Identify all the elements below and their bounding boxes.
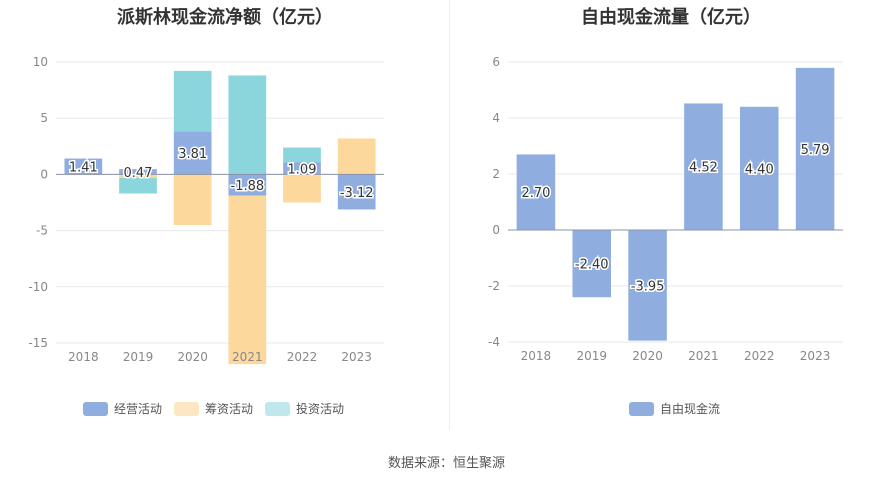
chart1-data-label: -1.88 [231,179,265,194]
chart1-bar-0-0 [64,158,103,175]
legend-item-operating[interactable]: 经营活动 [83,400,162,417]
chart1-bar-1-3 [228,195,267,365]
chart1-xtick-label: 2021 [232,350,263,364]
chart1-ytick-label: 10 [33,55,48,69]
chart2-data-label: 4.40 [745,162,774,177]
chart2-ytick-label: 2 [492,167,500,181]
chart1-title: 派斯林现金流净额（亿元） [117,7,333,28]
chart2-bar-0-3 [684,103,723,230]
chart1-plot: 10 5 0 -5 -10 -15 2018 2019 2020 2021 2022 2023 1.41… [28,55,384,365]
chart2-data-label: -3.95 [631,279,665,294]
chart1-bar-0-1 [119,169,157,175]
chart2-xtick-label: 2021 [688,349,719,363]
legend-label: 投资活动 [296,402,345,416]
chart1-xtick-label: 2022 [287,350,318,364]
chart1-bar-1-4 [283,174,321,203]
chart1-xtick-label: 2018 [68,350,99,364]
chart2-bar-0-1 [572,230,612,298]
chart1-bar-2-2 [173,70,212,132]
legend-swatch [265,401,291,416]
chart1-data-label: 1.41 [69,160,98,175]
chart1-ytick-label: -5 [36,224,48,238]
chart2-bar-0-4 [739,106,779,230]
chart2-title: 自由现金流量（亿元） [581,7,761,28]
chart1-bar-1-5 [337,138,376,175]
legend-label: 经营活动 [114,402,163,416]
chart1-xtick-label: 2023 [341,350,372,364]
chart1-bar-1-2 [173,174,212,225]
chart1-xtick-label: 2019 [123,350,154,364]
chart2-data-label: 5.79 [801,143,830,158]
chart2-legend: 自由现金流 [629,400,732,417]
chart1-ytick-label: -10 [28,280,48,294]
chart2-data-label: 2.70 [521,186,550,201]
source-note: 数据来源：恒生聚源 [387,456,505,471]
legend-item-investing[interactable]: 投资活动 [265,400,344,417]
chart1-bar-2-4 [283,147,321,163]
chart1-ytick-label: 0 [40,167,48,181]
chart1-bar-0-3 [228,174,267,196]
chart2-bar-0-0 [516,154,556,230]
chart1-bar-1-1 [119,174,157,178]
chart2-xtick-label: 2018 [521,349,552,363]
chart2-xtick-label: 2020 [632,349,663,363]
chart2-ytick-label: -2 [488,279,500,293]
chart2-xtick-label: 2019 [576,349,607,363]
chart1-bar-2-1 [119,177,157,194]
chart2-data-label: 4.52 [689,161,718,176]
chart1-bar-2-3 [228,75,267,175]
chart2-xtick-label: 2022 [744,349,775,363]
chart2-xtick-label: 2023 [800,349,831,363]
chart1-bar-0-4 [283,162,321,175]
chart1-xtick-label: 2020 [177,350,208,364]
chart1-ytick-label: -15 [28,336,48,350]
chart1-data-label: 1.09 [288,162,317,177]
chart1-data-label: -3.12 [340,186,374,201]
legend-item-financing[interactable]: 筹资活动 [174,400,253,417]
chart1-data-label: 0.47 [124,166,153,181]
chart1-bar-0-5 [337,174,376,210]
chart2-plot: 6 4 2 0 -2 -4 2018 2019 2020 2021 2022 2023 2.70 -2.4… [488,55,843,363]
legend-swatch [174,401,200,416]
chart1-bar-0-2 [173,131,212,175]
legend-item-fcf[interactable]: 自由现金流 [629,400,720,417]
chart2-bar-0-5 [795,67,835,230]
chart1-legend: 经营活动 筹资活动 投资活动 [83,400,356,417]
legend-swatch [629,401,654,416]
chart2-ytick-label: -4 [488,335,500,349]
legend-swatch [83,401,108,416]
chart1-data-label: 3.81 [178,147,207,162]
chart2-ytick-label: 6 [492,55,500,69]
chart2-ytick-label: 4 [492,111,500,125]
legend-label: 自由现金流 [660,402,721,416]
chart2-bar-0-2 [628,230,667,341]
chart2-data-label: -2.40 [575,258,609,273]
panel-divider [449,0,450,430]
chart2-ytick-label: 0 [492,223,500,237]
legend-label: 筹资活动 [205,402,254,416]
chart1-ytick-label: 5 [40,111,48,125]
